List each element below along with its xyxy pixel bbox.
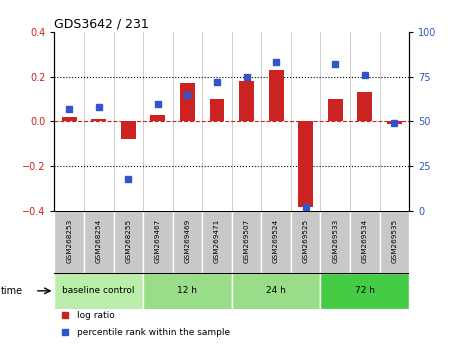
Bar: [328, 99, 342, 121]
Text: GSM269525: GSM269525: [303, 218, 309, 263]
Text: log ratio: log ratio: [78, 311, 115, 320]
Bar: [232, 273, 320, 309]
Bar: [350, 211, 379, 273]
Bar: [232, 211, 261, 273]
Text: baseline control: baseline control: [62, 286, 135, 295]
Bar: [210, 99, 224, 121]
Bar: [143, 273, 232, 309]
Bar: [54, 273, 143, 309]
Text: GSM268255: GSM268255: [125, 218, 131, 263]
Bar: [62, 117, 77, 121]
Text: 72 h: 72 h: [355, 286, 375, 295]
Bar: [261, 211, 291, 273]
Bar: [121, 121, 136, 139]
Text: 12 h: 12 h: [177, 286, 197, 295]
Bar: [54, 211, 84, 273]
Bar: [202, 211, 232, 273]
Text: GSM269507: GSM269507: [244, 218, 250, 263]
Text: 24 h: 24 h: [266, 286, 286, 295]
Bar: [84, 211, 114, 273]
Bar: [298, 121, 313, 207]
Bar: [269, 70, 283, 121]
Text: GSM269467: GSM269467: [155, 218, 161, 263]
Bar: [173, 211, 202, 273]
Text: GSM269535: GSM269535: [391, 218, 397, 263]
Bar: [379, 211, 409, 273]
Bar: [291, 211, 320, 273]
Text: GSM269534: GSM269534: [362, 218, 368, 263]
Bar: [143, 211, 173, 273]
Bar: [320, 211, 350, 273]
Bar: [320, 273, 409, 309]
Text: GSM269524: GSM269524: [273, 218, 279, 263]
Bar: [180, 84, 195, 121]
Bar: [387, 121, 402, 124]
Bar: [239, 81, 254, 121]
Bar: [91, 119, 106, 121]
Text: percentile rank within the sample: percentile rank within the sample: [78, 328, 230, 337]
Text: GDS3642 / 231: GDS3642 / 231: [54, 18, 149, 31]
Text: GSM269471: GSM269471: [214, 218, 220, 263]
Text: GSM269533: GSM269533: [332, 218, 338, 263]
Bar: [358, 92, 372, 121]
Text: GSM268254: GSM268254: [96, 218, 102, 263]
Text: GSM268253: GSM268253: [66, 218, 72, 263]
Text: GSM269469: GSM269469: [184, 218, 191, 263]
Bar: [150, 115, 165, 121]
Bar: [114, 211, 143, 273]
Text: time: time: [0, 286, 23, 296]
